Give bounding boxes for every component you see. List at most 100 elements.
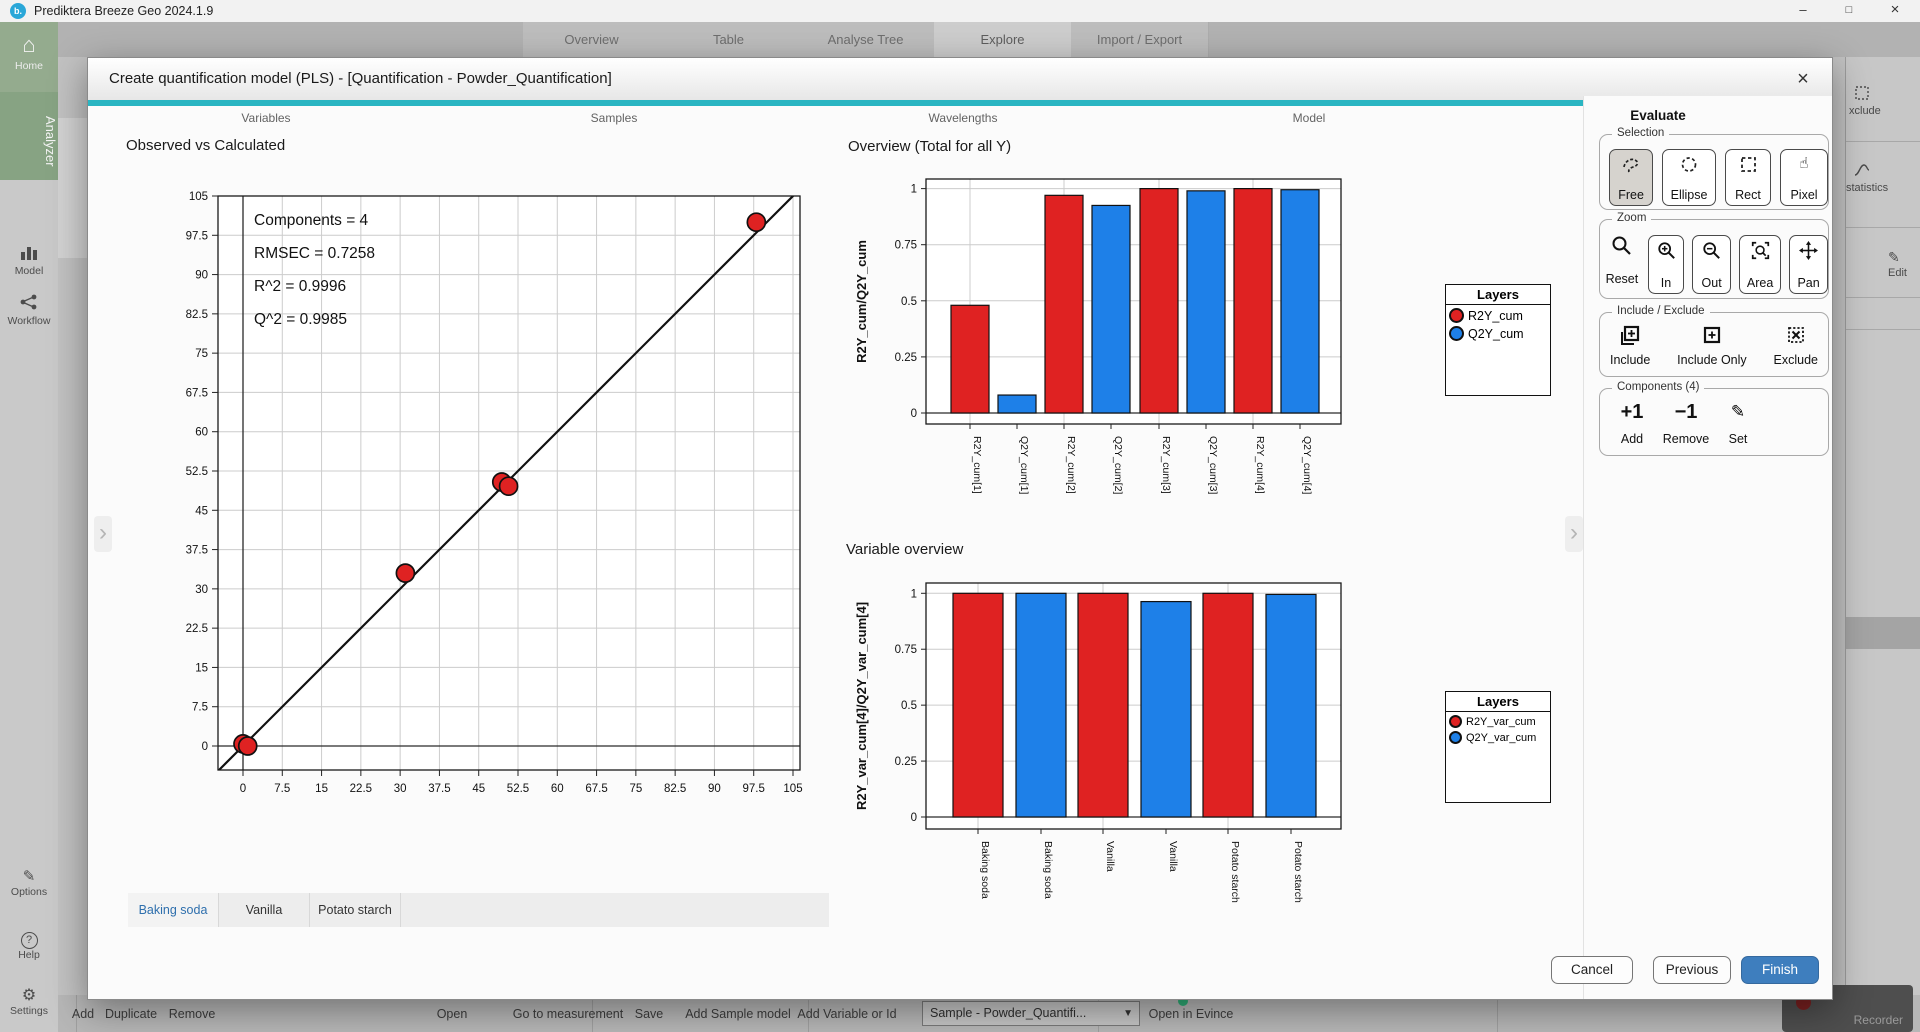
workflow-label: Workflow [7,315,51,327]
close-window-button[interactable]: × [1890,1,1900,18]
maximize-button[interactable]: □ [1845,4,1853,16]
expand-right-panel-chevron[interactable]: › [1565,516,1583,552]
svg-text:1: 1 [911,184,917,196]
exclude-strip-label[interactable]: xclude [1849,105,1881,117]
dialog-close-icon[interactable]: × [1797,68,1809,90]
svg-text:Q2Y_cum[4]: Q2Y_cum[4] [1301,436,1313,494]
include-button[interactable]: Include [1610,325,1650,367]
variable-chart-title: Variable overview [846,541,964,558]
zoom-in-button[interactable]: In [1647,235,1685,294]
chevron-down-icon: ▼ [1123,1008,1133,1019]
os-title-bar: b. Prediktera Breeze Geo 2024.1.9 – □ × [0,0,1920,23]
step-samples[interactable]: Samples [590,111,638,125]
components-group-label: Components (4) [1612,381,1705,393]
background-panel-sliver [58,118,87,258]
svg-text:0.75: 0.75 [895,240,917,252]
rect-icon [1738,155,1758,179]
svg-text:Q2Y_cum[1]: Q2Y_cum[1] [1018,436,1030,494]
minimize-button[interactable]: – [1799,2,1807,17]
reset-label: Reset [1605,272,1639,286]
sidebar-item-help[interactable]: ? Help [0,930,58,961]
svg-text:1: 1 [911,588,917,600]
svg-text:R2Y_var_cum[4]/Q2Y_var_cum[4]: R2Y_var_cum[4]/Q2Y_var_cum[4] [854,602,869,810]
svg-text:0.5: 0.5 [901,700,917,712]
top-toolbar: ↑↓ Overview Table Analyse Tree Explore I… [0,22,1920,57]
add-component-label: Add [1620,432,1644,446]
svg-text:0: 0 [911,812,917,824]
help-label: Help [18,949,40,961]
cancel-button[interactable]: Cancel [1551,956,1633,984]
duplicate-button[interactable]: Duplicate [104,1007,158,1021]
tab-baking-soda[interactable]: Baking soda [128,893,219,927]
svg-text:30: 30 [394,783,407,795]
dialog-title: Create quantification model (PLS) - [Qua… [109,70,612,87]
remove-button[interactable]: Remove [168,1007,216,1021]
statistics-strip-label[interactable]: statistics [1846,182,1889,194]
sidebar-item-home[interactable]: ⌂ Home [0,22,58,92]
svg-text:22.5: 22.5 [350,783,372,795]
overview-legend: Layers R2Y_cum Q2Y_cum [1445,284,1551,396]
magnifier-icon [1611,235,1632,261]
zoom-out-button[interactable]: Out [1692,235,1732,294]
zoom-area-label: Area [1746,276,1774,290]
add-sample-model-button[interactable]: Add Sample model [685,1007,791,1021]
add-button[interactable]: Add [71,1007,95,1021]
progress-accent-bar [88,100,1832,106]
svg-text:R2Y_cum/Q2Y_cum: R2Y_cum/Q2Y_cum [854,240,869,363]
go-to-measurement-button[interactable]: Go to measurement [512,1007,624,1021]
pan-button[interactable]: Pan [1789,235,1828,294]
workflow-icon [20,294,38,314]
include-layers-icon [1619,325,1641,352]
free-selection-button[interactable]: Free [1609,149,1654,206]
svg-text:52.5: 52.5 [507,783,529,795]
bottom-action-bar: Add Duplicate Remove Open Go to measurem… [58,985,1920,1032]
add-component-button[interactable]: +1 Add [1612,402,1652,446]
sample-dropdown[interactable]: Sample - Powder_Quantifi... ▼ [922,1001,1140,1026]
tab-vanilla[interactable]: Vanilla [219,893,310,927]
tab-table[interactable]: Table [660,22,798,57]
sidebar-item-workflow[interactable]: Workflow [0,294,58,327]
sidebar-item-model[interactable]: Model [0,244,58,277]
window-title: Prediktera Breeze Geo 2024.1.9 [34,4,214,18]
options-label: Options [10,886,48,898]
sidebar-item-options[interactable]: ✎ Options [0,867,58,898]
finish-button[interactable]: Finish [1741,956,1819,984]
pan-label: Pan [1797,276,1820,290]
exclude-strip-icon [1854,85,1870,106]
open-button[interactable]: Open [436,1007,468,1021]
open-in-evince-button[interactable]: Open in Evince [1148,1007,1234,1021]
svg-text:105: 105 [783,783,802,795]
sample-dropdown-value: Sample - Powder_Quantifi... [930,1006,1087,1020]
zoom-reset-button[interactable]: Reset [1604,235,1640,286]
ellipse-selection-button[interactable]: Ellipse [1662,149,1716,206]
step-variables[interactable]: Variables [241,111,291,125]
pixel-selection-button[interactable]: ☝ Pixel [1780,149,1828,206]
zoom-area-button[interactable]: Area [1739,235,1782,294]
edit-strip-label[interactable]: Edit [1888,267,1907,279]
scrollbar-thumb[interactable] [1846,617,1920,649]
add-variable-button[interactable]: Add Variable or Id [797,1007,897,1021]
step-model[interactable]: Model [1292,111,1326,125]
red-series-icon [1449,308,1464,323]
legend-entry-label: R2Y_var_cum [1466,715,1536,728]
svg-text:0.5: 0.5 [901,296,917,308]
include-only-button[interactable]: Include Only [1677,325,1747,367]
previous-button[interactable]: Previous [1653,956,1731,984]
sidebar-item-settings[interactable]: ⚙ Settings [0,985,58,1017]
tab-explore[interactable]: Explore [934,22,1072,57]
zoom-group-label: Zoom [1612,212,1652,224]
sidebar-item-analyzer[interactable]: Analyzer [0,92,58,180]
rect-selection-button[interactable]: Rect [1724,149,1771,206]
tab-overview[interactable]: Overview [523,22,661,57]
tab-analyse-tree[interactable]: Analyse Tree [797,22,935,57]
strip-divider [1846,141,1920,142]
tab-import-export[interactable]: Import / Export [1071,22,1209,57]
expand-left-panel-chevron[interactable]: › [94,516,112,552]
exclude-button[interactable]: Exclude [1774,325,1818,367]
evaluate-panel: Evaluate Selection Free Ellipse Rect ☝ [1583,96,1832,999]
save-button[interactable]: Save [634,1007,664,1021]
step-wavelengths[interactable]: Wavelengths [928,111,998,125]
set-components-button[interactable]: ✎ Set [1720,402,1756,446]
remove-component-button[interactable]: −1 Remove [1660,402,1712,446]
tab-potato-starch[interactable]: Potato starch [310,893,401,927]
